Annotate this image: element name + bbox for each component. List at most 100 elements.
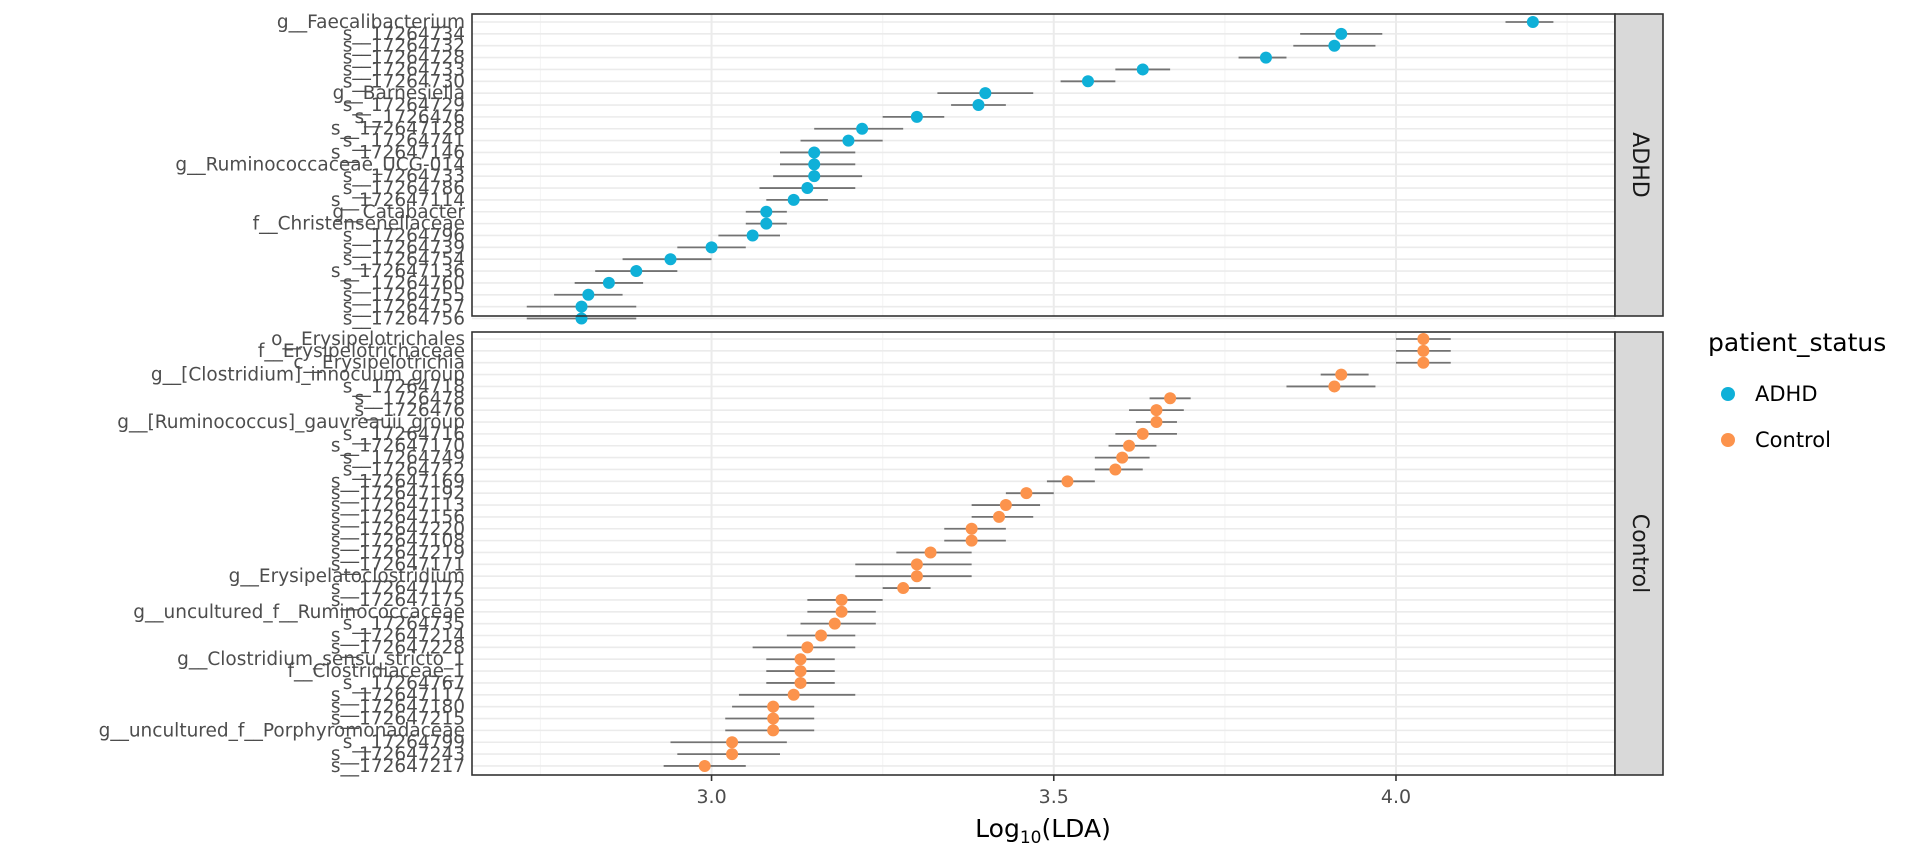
data-point [910, 110, 923, 123]
data-point [602, 276, 615, 289]
data-point [1417, 333, 1430, 345]
data-point [1164, 392, 1177, 405]
x-axis-title-main: Log [975, 814, 1020, 843]
data-point [664, 253, 677, 266]
data-point [828, 617, 841, 630]
data-point [794, 653, 807, 666]
y-tick-label: s__1726476 [354, 400, 465, 421]
data-point [924, 546, 937, 559]
y-tick-label: s__172647192 [331, 483, 465, 504]
y-tick-label: f__Clostridiaceae_1 [287, 661, 465, 682]
y-tick-label: g__Erysipelatoclostridium [229, 566, 465, 587]
data-point [1259, 51, 1272, 64]
legend-key-adhd [1721, 387, 1735, 401]
y-tick-label: s__172647136 [331, 261, 465, 282]
data-point [1328, 39, 1341, 52]
facet-strip [1614, 331, 1664, 776]
y-tick-label: s__17264716 [343, 424, 465, 445]
y-tick-label: g__[Clostridium]_innocuum_group [151, 365, 465, 386]
data-point [965, 522, 978, 535]
data-point [842, 134, 855, 147]
y-tick-label: s__17264739 [343, 237, 465, 258]
y-tick-label: s__17264799 [343, 732, 465, 753]
y-tick-label: s__172647219 [331, 542, 465, 563]
data-point [808, 170, 821, 183]
data-point [965, 534, 978, 547]
facet-strip-label: ADHD [1627, 132, 1652, 197]
y-tick-label: s__172647243 [331, 744, 465, 765]
data-point [835, 605, 848, 618]
y-tick-label: s__1726476 [354, 107, 465, 128]
y-tick-label: s__172647128 [331, 119, 465, 140]
y-tick-label: s__17264756 [343, 309, 465, 330]
data-point [1335, 368, 1348, 381]
data-point [1061, 475, 1074, 488]
data-point [794, 676, 807, 689]
data-point [897, 582, 910, 595]
legend-title: patient_status [1708, 328, 1886, 357]
data-point [910, 570, 923, 583]
data-point [1136, 63, 1149, 76]
y-tick-label: s__172647175 [331, 590, 465, 611]
data-point [726, 736, 739, 749]
data-point [705, 241, 718, 254]
y-tick-label: s__172647113 [331, 495, 465, 516]
y-tick-label: s__172647180 [331, 697, 465, 718]
y-tick-label: s__172647114 [331, 190, 465, 211]
data-point [630, 265, 643, 278]
data-point [726, 748, 739, 761]
y-tick-label: s__17264729 [343, 95, 465, 116]
legend-label-control: Control [1755, 428, 1831, 452]
x-tick-label: 3.0 [696, 786, 726, 808]
data-point [835, 593, 848, 606]
y-tick-label: g__Catabacter [332, 202, 465, 223]
data-point [979, 87, 992, 100]
y-tick-label: s__17264767 [343, 673, 465, 694]
y-tick-label: g__Barnesiella [333, 83, 465, 104]
y-tick-label: s__172647217 [331, 756, 465, 777]
facet-strip-label: Control [1627, 514, 1652, 594]
data-point [698, 759, 711, 772]
data-point [1335, 27, 1348, 40]
y-tick-label: g__[Ruminococcus]_gauvreauii_group [117, 412, 465, 433]
data-point [1526, 16, 1539, 28]
y-tick-label: s__17264754 [343, 249, 465, 270]
data-point [767, 712, 780, 725]
legend-label-adhd: ADHD [1755, 382, 1818, 406]
y-tick-label: s__17264755 [343, 285, 465, 306]
legend-entries: ADHD Control [1721, 382, 1831, 452]
data-point [760, 217, 773, 230]
y-tick-label: s__172647220 [331, 519, 465, 540]
panel-control: o__Erysipelotrichalesf__Erysipelotrichac… [99, 329, 1664, 777]
data-point [801, 641, 814, 654]
data-point [808, 158, 821, 171]
data-point [808, 146, 821, 159]
y-tick-label: s__172647214 [331, 626, 465, 647]
y-tick-label: s__17264757 [343, 297, 465, 318]
data-point [787, 688, 800, 701]
y-tick-label: s__17264796 [343, 225, 465, 246]
data-point [575, 312, 588, 325]
data-point [1109, 463, 1122, 476]
x-tick-label: 3.5 [1039, 786, 1069, 808]
y-tick-label: s__172647108 [331, 531, 465, 552]
y-tick-label: s__172647169 [331, 471, 465, 492]
data-point [856, 122, 869, 135]
y-tick-label: s__1726478 [354, 388, 465, 409]
y-tick-label: g__Clostridium_sensu_stricto_1 [177, 649, 465, 670]
data-point [1136, 427, 1149, 440]
x-axis: 3.0 3.5 4.0 [696, 775, 1411, 808]
y-tick-label: s__172647228 [331, 637, 465, 658]
y-tick-label: g__uncultured_f__Ruminococcaceae [133, 602, 465, 623]
data-point [801, 182, 814, 195]
data-point [1116, 451, 1129, 464]
y-tick-label: s__17264733 [343, 59, 465, 80]
y-tick-label: s__17264728 [343, 48, 465, 69]
y-tick-label: f__Christensenellaceae [253, 214, 465, 235]
y-tick-label: s__17264735 [343, 614, 465, 635]
data-point [972, 99, 985, 112]
data-point [1328, 380, 1341, 393]
data-point [1417, 344, 1430, 357]
y-tick-label: f__Erysipelotrichaceae [258, 341, 465, 362]
y-tick-label: s__172647146 [331, 142, 465, 163]
